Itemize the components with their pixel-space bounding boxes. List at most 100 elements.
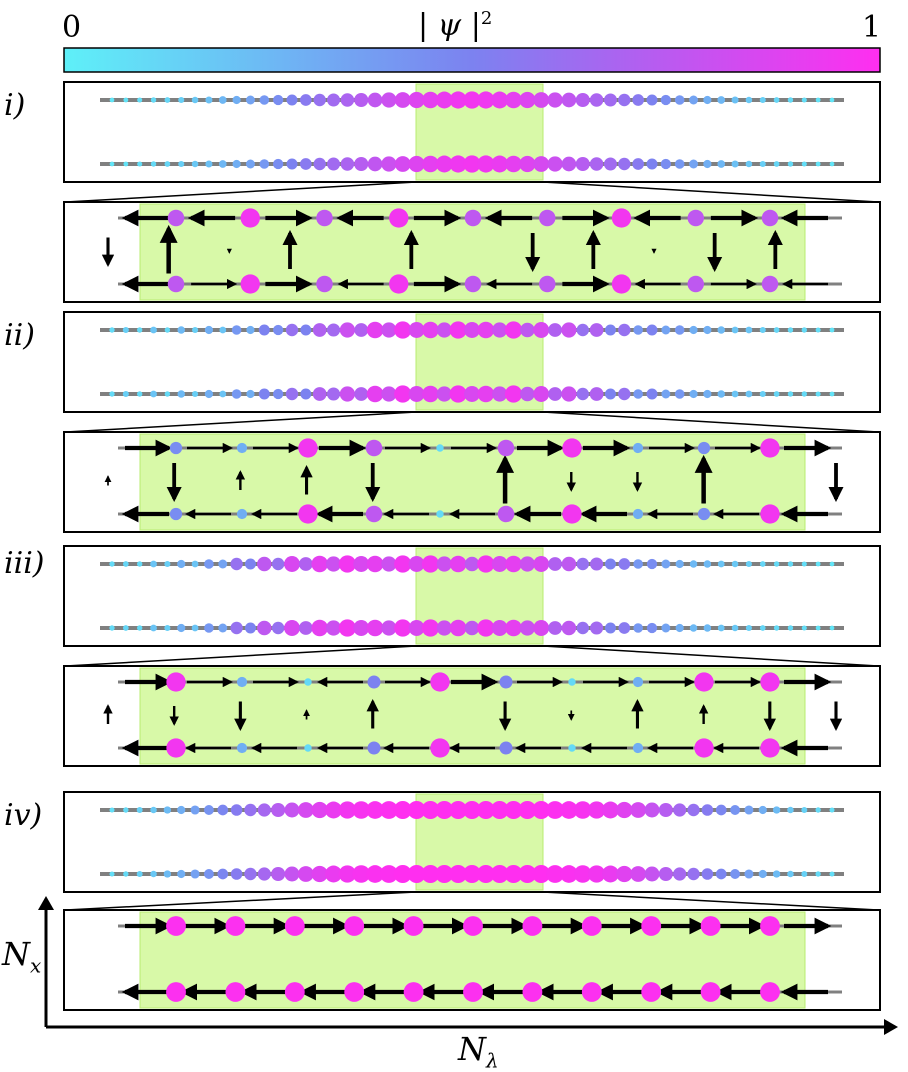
overview-site xyxy=(673,803,687,817)
overview-site xyxy=(464,386,480,402)
overview-site xyxy=(354,387,369,401)
overview-site xyxy=(449,555,467,573)
overview-site xyxy=(164,391,171,397)
overview-site xyxy=(829,561,835,567)
overview-site xyxy=(658,802,673,818)
zoom-site-bottom xyxy=(367,741,381,755)
overview-site xyxy=(204,325,214,335)
overview-site xyxy=(178,96,185,104)
overview-site xyxy=(604,622,616,634)
overview-site xyxy=(122,390,129,398)
overview-site xyxy=(354,323,369,337)
overview-site xyxy=(633,325,643,335)
overview-site xyxy=(518,801,537,819)
zoom-site-bottom xyxy=(697,507,711,521)
zoom-site-bottom xyxy=(225,982,246,1002)
overview-site xyxy=(299,158,312,170)
zoom-site-top xyxy=(562,438,582,458)
overview-site xyxy=(408,620,425,636)
overview-site xyxy=(394,92,411,108)
overview-site xyxy=(297,866,314,882)
overview-site xyxy=(602,801,619,819)
overview-site xyxy=(191,624,199,632)
overview-site xyxy=(366,865,384,883)
panel-1 xyxy=(63,81,881,303)
overview-site xyxy=(505,155,522,173)
zoom-site-bottom xyxy=(581,982,602,1002)
zoom-site-top xyxy=(632,676,644,688)
overview-site xyxy=(284,620,300,636)
overview-site xyxy=(137,97,143,103)
overview-site xyxy=(520,386,535,402)
zoom-site-bottom xyxy=(641,982,662,1002)
overview-site xyxy=(435,865,454,883)
overview-site xyxy=(219,390,227,398)
overview-site xyxy=(244,803,257,817)
overview-site xyxy=(137,161,143,167)
overview-site xyxy=(123,625,129,631)
x-axis-label-text: N xyxy=(458,1030,486,1068)
overview-site xyxy=(230,557,243,571)
y-axis-label-text: N xyxy=(2,935,30,973)
overview-site xyxy=(646,558,658,570)
overview-site xyxy=(548,323,562,337)
overview-site xyxy=(504,865,523,883)
overview-site xyxy=(354,156,369,172)
overview-site xyxy=(273,324,284,336)
overview-site xyxy=(829,807,835,813)
overview-site xyxy=(787,97,794,103)
overview-site xyxy=(477,385,495,403)
overview-site xyxy=(717,624,725,632)
overview-site xyxy=(546,801,565,819)
overview-site xyxy=(717,560,725,568)
overview-site xyxy=(231,325,242,335)
zoom-site-bottom xyxy=(236,508,248,520)
overview-site xyxy=(339,386,355,402)
colorbar xyxy=(63,47,881,73)
overview-site xyxy=(352,865,371,883)
overview-site xyxy=(109,561,115,567)
overview-site xyxy=(449,385,467,403)
overview-site xyxy=(604,558,616,570)
zoom-site-bottom xyxy=(169,507,183,521)
overview-site xyxy=(150,326,157,334)
zoom-site-top xyxy=(641,916,662,936)
overview-site xyxy=(205,96,213,104)
panel-label-i: i) xyxy=(4,88,26,123)
overview-site xyxy=(312,387,327,401)
overview-site xyxy=(366,619,384,637)
overview-site xyxy=(177,559,186,569)
overview-site xyxy=(109,807,115,813)
overview-site xyxy=(178,160,185,168)
overview-site xyxy=(801,807,808,813)
overview-site xyxy=(218,96,227,104)
zoom-site-top xyxy=(499,675,513,689)
overview-site xyxy=(604,388,616,400)
overview-site xyxy=(561,386,577,402)
overview-site xyxy=(773,625,780,631)
overview-site xyxy=(366,555,384,573)
overview-site xyxy=(109,625,115,631)
overview-site xyxy=(576,557,589,571)
overview-site xyxy=(491,556,508,572)
zoom-site-bottom xyxy=(403,982,424,1002)
zoom-connector-right xyxy=(542,891,879,911)
overview-site xyxy=(463,91,481,109)
overview-site xyxy=(476,865,495,883)
overview-site xyxy=(477,91,495,109)
overview-site xyxy=(449,321,467,339)
overview-site xyxy=(232,95,241,105)
colorbar-max-label: 1 xyxy=(862,10,882,45)
overview-site xyxy=(675,623,684,633)
zoom-site-top xyxy=(632,442,644,454)
overview-site xyxy=(164,327,171,333)
overview-site xyxy=(408,322,425,338)
overview-site xyxy=(745,624,752,632)
overview-site xyxy=(109,871,115,877)
overview-site xyxy=(449,865,468,883)
zoom-site-bottom xyxy=(365,505,383,523)
zoom-site-top xyxy=(430,672,450,692)
zoom-site-bottom xyxy=(430,738,450,758)
zoom-site-top xyxy=(316,209,333,227)
zoom-site-bottom xyxy=(284,982,305,1002)
